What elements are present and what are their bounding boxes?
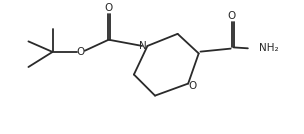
Text: O: O [228, 11, 236, 21]
Text: O: O [104, 3, 112, 13]
Text: N: N [139, 41, 147, 51]
Text: O: O [188, 81, 197, 91]
Text: NH₂: NH₂ [259, 43, 279, 53]
Text: O: O [76, 47, 85, 57]
